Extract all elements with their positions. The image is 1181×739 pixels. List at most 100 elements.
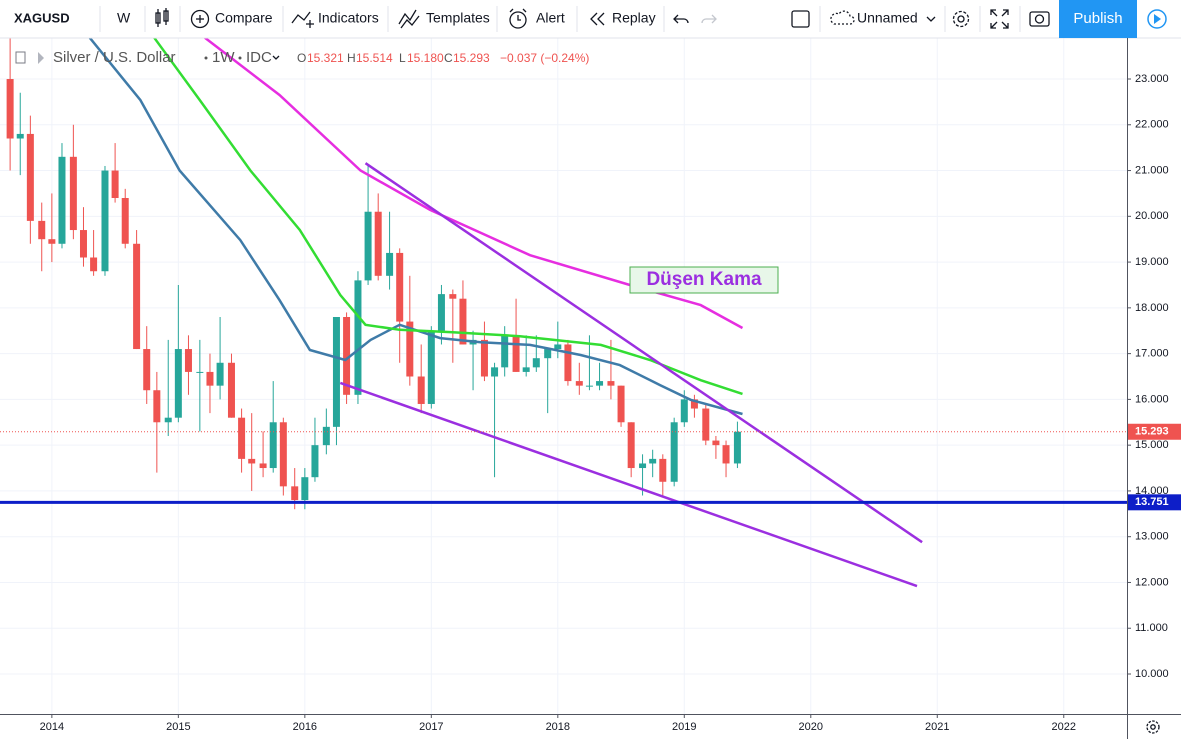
low-label: L bbox=[399, 51, 406, 65]
legend-icon bbox=[15, 51, 26, 64]
change-value: −0.037 (−0.24%) bbox=[500, 51, 589, 65]
chart-style-button[interactable] bbox=[155, 8, 169, 27]
candle-body bbox=[279, 422, 287, 487]
candle-body bbox=[248, 458, 256, 464]
candle-body bbox=[69, 156, 77, 231]
candle-body bbox=[522, 367, 530, 372]
select-button[interactable] bbox=[791, 10, 810, 28]
compare-button[interactable]: Compare bbox=[215, 10, 273, 26]
candle-body bbox=[491, 367, 499, 377]
fullscreen-button[interactable] bbox=[990, 9, 1009, 29]
source-label: IDC bbox=[246, 49, 272, 66]
y-tick-label: 18.000 bbox=[1135, 302, 1169, 314]
candle-body bbox=[680, 399, 688, 423]
candle-body bbox=[26, 133, 34, 221]
close-label: C bbox=[444, 51, 453, 65]
settings-button[interactable] bbox=[952, 10, 970, 28]
candle-body bbox=[38, 220, 46, 240]
candle-body bbox=[639, 463, 647, 469]
candle-body bbox=[459, 298, 467, 345]
high-label: H bbox=[347, 51, 356, 65]
undo-button[interactable] bbox=[673, 14, 689, 24]
candle-body bbox=[712, 440, 720, 446]
x-tick-label: 2019 bbox=[672, 721, 696, 733]
snapshot-button[interactable] bbox=[1029, 11, 1050, 27]
indicators-button[interactable]: Indicators bbox=[318, 10, 379, 26]
moving-average bbox=[153, 37, 743, 396]
compare-icon[interactable] bbox=[190, 9, 210, 29]
candle-body bbox=[512, 335, 520, 372]
interval[interactable]: W bbox=[117, 10, 131, 26]
candle-body bbox=[374, 211, 382, 276]
templates-button[interactable]: Templates bbox=[426, 10, 490, 26]
layout-dropdown[interactable] bbox=[926, 16, 936, 22]
annotation-box bbox=[629, 266, 779, 294]
candle-body bbox=[332, 317, 340, 427]
candle-body bbox=[670, 422, 678, 482]
candle-body bbox=[90, 257, 98, 272]
open-value: 15.321 bbox=[307, 51, 344, 65]
candle-body bbox=[216, 362, 224, 386]
trend-line bbox=[339, 381, 918, 588]
redo-button[interactable] bbox=[701, 14, 717, 24]
publish-button[interactable]: Publish bbox=[1073, 10, 1122, 27]
horizontal-line-label-bg bbox=[1128, 494, 1181, 511]
candle-body bbox=[343, 317, 351, 395]
axis-settings[interactable] bbox=[1146, 720, 1160, 734]
alert-icon[interactable] bbox=[509, 8, 527, 29]
moving-average bbox=[204, 36, 744, 330]
candle-body bbox=[564, 344, 572, 382]
publish-bg[interactable] bbox=[1059, 0, 1137, 38]
candle-body bbox=[79, 230, 87, 258]
candle-body bbox=[6, 79, 14, 139]
legend: Silver / U.S. Dollar 1W IDC O 15.321 H 1… bbox=[15, 49, 589, 66]
candle-body bbox=[722, 445, 730, 464]
alert-button[interactable]: Alert bbox=[536, 10, 565, 26]
x-tick-label: 2018 bbox=[546, 721, 570, 733]
candle-body bbox=[101, 170, 109, 272]
candle-body bbox=[259, 463, 267, 469]
candle-body bbox=[184, 349, 192, 372]
last-price-label-bg bbox=[1128, 423, 1181, 440]
candle-body bbox=[322, 426, 330, 446]
candle-body bbox=[554, 344, 562, 350]
x-tick-label: 2014 bbox=[40, 721, 64, 733]
close-value: 15.293 bbox=[453, 51, 490, 65]
candle-body bbox=[501, 335, 509, 368]
high-value: 15.514 bbox=[356, 51, 393, 65]
templates-icon[interactable] bbox=[398, 9, 420, 29]
candle-body bbox=[153, 390, 161, 423]
candle-body bbox=[58, 156, 66, 244]
candle-body bbox=[702, 408, 710, 441]
layout-name[interactable]: Unnamed bbox=[857, 10, 918, 26]
candle-body bbox=[544, 349, 552, 359]
axes: 10.000 11.000 12.000 13.000 14.000 15.000 16.0… bbox=[40, 73, 1181, 733]
cloud-icon bbox=[830, 10, 855, 25]
replay-icon[interactable] bbox=[590, 12, 605, 26]
candle-body bbox=[607, 381, 615, 386]
y-tick-label: 14.000 bbox=[1135, 485, 1169, 497]
indicators-icon[interactable] bbox=[291, 11, 314, 28]
y-tick-label: 17.000 bbox=[1135, 348, 1169, 360]
y-tick-label: 11.000 bbox=[1135, 622, 1168, 634]
symbol[interactable]: XAGUSD bbox=[14, 10, 70, 25]
candle-body bbox=[532, 358, 540, 368]
x-tick-label: 2021 bbox=[925, 721, 949, 733]
candle-body bbox=[206, 371, 214, 386]
play-button[interactable] bbox=[1147, 9, 1167, 29]
candle-body bbox=[143, 349, 151, 391]
candle-body bbox=[575, 381, 583, 386]
candle-body bbox=[417, 376, 425, 404]
y-tick-label: 10.000 bbox=[1135, 668, 1169, 680]
time-axis-bg bbox=[0, 715, 1181, 739]
annotation[interactable]: Düşen Kama bbox=[629, 266, 779, 294]
interval-label: 1W bbox=[212, 49, 235, 66]
y-tick-label: 15.000 bbox=[1135, 439, 1169, 451]
horizontal-line-label: 13.751 bbox=[1135, 496, 1169, 508]
legend-dropdown[interactable] bbox=[272, 55, 280, 60]
replay-button[interactable]: Replay bbox=[612, 10, 656, 26]
candle-body bbox=[227, 362, 235, 418]
candle-body bbox=[659, 458, 667, 482]
symbol-description: Silver / U.S. Dollar bbox=[53, 49, 176, 66]
